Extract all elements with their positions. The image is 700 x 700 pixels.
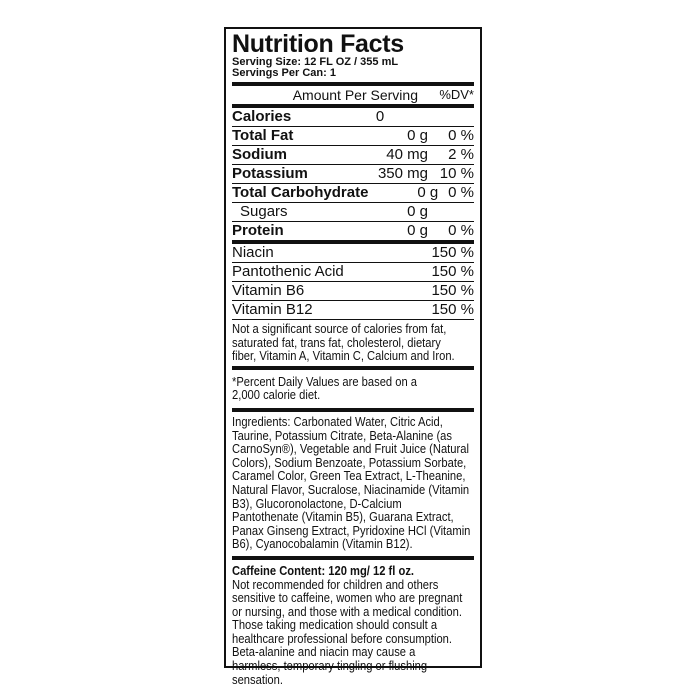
warning-line: Beta-alanine and niacin may cause a [232,644,416,660]
amount-per-serving-label: Amount Per Serving [292,87,418,103]
ingredients-line: Natural Flavor, Sucralose, Niacinamide (… [232,481,470,497]
ingredients: Ingredients: Carbonated Water, Citric Ac… [232,412,474,556]
divider [232,164,474,165]
vitamin-dv: 150 % [431,301,474,318]
ingredients-line: B6), Cyanocobalamin (Vitamin B12). [232,536,413,552]
ingredients-line: Panax Ginseng Extract, Pyridoxine HCl (V… [232,522,471,538]
nutrient-name: Protein [232,222,284,239]
nutrient-amount: 0 g [407,203,428,220]
ingredients-line: B3), Glucoronolactone, D-Calcium [232,495,402,511]
vitamin-row: Vitamin B6 150 % [232,282,474,300]
ingredients-line: Colors), Sodium Benzoate, Potassium Sorb… [232,454,467,470]
vitamin-name: Vitamin B6 [232,282,305,299]
nutrient-name: Sugars [240,203,288,220]
vitamin-name: Pantothenic Acid [232,263,344,280]
vitamin-name: Niacin [232,244,274,261]
nutrient-row: Sugars 0 g [232,203,474,221]
warning-line: or nursing, and those with a medical con… [232,603,462,619]
divider [232,365,474,370]
vitamin-row: Vitamin B12 150 % [232,301,474,319]
nutrient-row: Total Carbohydrate 0 g 0 % [232,184,474,202]
note-line: fiber, Vitamin A, Vitamin C, Calcium and… [232,348,455,364]
divider [232,221,474,222]
divider [232,82,474,86]
nutrient-amount: 0 g [407,127,428,144]
divider [232,104,474,108]
nutrition-facts-label: Nutrition Facts Serving Size: 12 FL OZ /… [224,27,482,686]
divider [232,262,474,263]
warning-line: sensitive to caffeine, women who are pre… [232,590,463,606]
vitamin-dv: 150 % [431,244,474,261]
divider [232,240,474,244]
nutrient-row: Protein 0 g 0 % [232,222,474,240]
nutrient-amount: 350 mg [377,165,428,182]
caffeine-content: Caffeine Content: 120 mg/ 12 fl oz. [232,562,415,578]
nutrient-row: Total Fat 0 g 0 % [232,127,474,145]
percent-daily-note: *Percent Daily Values are based on a 2,00… [232,370,474,408]
nutrient-row: Sodium 40 mg 2 % [232,146,474,164]
vitamin-name: Vitamin B12 [232,301,313,318]
warning-line: sensation. [232,671,283,687]
nutrient-dv: 0 % [448,127,474,144]
vitamin-dv: 150 % [431,282,474,299]
nutrient-amount: 40 mg [386,146,428,163]
nutrient-row: Potassium 350 mg 10 % [232,165,474,183]
serving-size: Serving Size: 12 FL OZ / 355 mL [232,56,399,68]
nutrient-name: Total Carbohydrate [232,184,369,201]
nutrient-dv: 10 % [439,165,474,182]
ingredients-line: Ingredients: Carbonated Water, Citric Ac… [232,413,443,429]
nutrient-dv [428,203,474,221]
servings-per-can: Servings Per Can: 1 [232,67,336,79]
divider [232,126,474,127]
nutrient-name: Potassium [232,165,308,182]
nutrient-name: Sodium [232,146,287,163]
note-line: Not a significant source of calories fro… [232,321,447,336]
divider [232,300,474,301]
dv-label: %DV* [439,87,474,102]
ingredients-line: Caramel Color, Green Tea Extract, L-Thea… [232,468,466,484]
nutrient-amount: 0 g [407,222,428,239]
vitamin-row: Pantothenic Acid 150 % [232,263,474,281]
not-significant-note: Not a significant source of calories fro… [232,320,474,366]
divider [232,555,474,560]
warning-line: Those taking medication should consult a [232,617,438,633]
warning-line: harmless, temporary tingling or flushing [232,658,428,674]
nutrient-amount: 0 [375,108,385,125]
nutrient-dv: 0 % [448,184,474,201]
divider [232,407,474,412]
ingredients-line: Taurine, Potassium Citrate, Beta-Alanine… [232,427,452,443]
note-line: 2,000 calorie diet. [232,387,321,403]
column-header: Amount Per Serving %DV* [232,86,474,104]
ingredients-line: Pantothenate (Vitamin B5), Guarana Extra… [232,509,454,525]
note-line: *Percent Daily Values are based on a [232,373,417,389]
divider [232,281,474,282]
caffeine-section: Caffeine Content: 120 mg/ 12 fl oz. Not … [232,560,474,689]
nutrient-dv: 2 % [448,146,474,163]
label-title: Nutrition Facts [232,30,404,58]
warning-line: Not recommended for children and others [232,576,439,592]
nutrient-name: Total Fat [232,127,294,144]
vitamin-row: Niacin 150 % [232,244,474,262]
divider [232,145,474,146]
nutrient-name: Calories [232,108,292,125]
warning-line: healthcare professional before consumpti… [232,630,453,646]
divider [232,319,474,320]
nutrient-dv [428,108,474,126]
divider [232,202,474,203]
vitamin-dv: 150 % [431,263,474,280]
divider [232,183,474,184]
nutrient-amount: 0 g [417,184,439,201]
note-line: saturated fat, trans fat, cholesterol, d… [232,334,441,350]
ingredients-line: CarnoSyn®), Vegetable and Fruit Juice (N… [232,441,469,457]
nutrient-dv: 0 % [448,222,474,239]
nutrient-row: Calories 0 [232,108,474,126]
